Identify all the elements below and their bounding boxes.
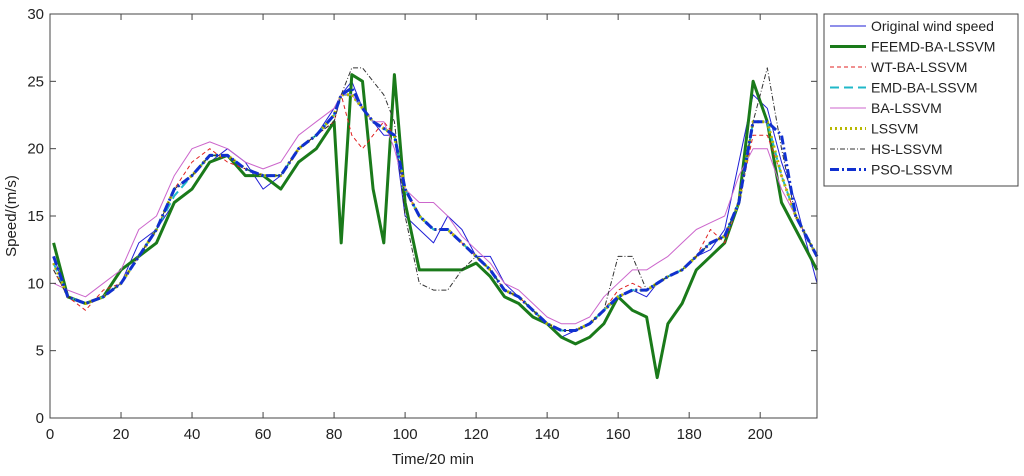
x-tick-label: 160 [606, 426, 631, 443]
legend-label: HS-LSSVM [871, 141, 943, 157]
x-tick-label: 60 [255, 426, 272, 443]
plot-background [50, 14, 817, 418]
x-tick-label: 40 [184, 426, 201, 443]
x-tick-label: 100 [393, 426, 418, 443]
y-tick-label: 15 [27, 208, 44, 225]
y-tick-label: 30 [27, 6, 44, 23]
series-layer [52, 67, 819, 380]
legend-label: WT-BA-LSSVM [871, 59, 967, 75]
y-tick-label: 0 [36, 410, 44, 427]
y-tick-label: 5 [36, 343, 44, 360]
legend-label: PSO-LSSVM [871, 162, 953, 178]
legend-label: EMD-BA-LSSVM [871, 80, 978, 96]
x-axis-ticks: 0 20 40 60 80 100 120 140 160 180 200 [46, 14, 773, 443]
legend-items: Original wind speed FEEMD-BA-LSSVM WT-BA-L… [830, 18, 995, 178]
x-tick-label: 120 [464, 426, 489, 443]
series-line-ba-lssvm [53, 94, 818, 325]
x-tick-label: 180 [677, 426, 702, 443]
legend-label: BA-LSSVM [871, 100, 942, 116]
legend: Original wind speed FEEMD-BA-LSSVM WT-BA-L… [823, 13, 1019, 187]
series-line-feemd-ba-lssvm [52, 73, 819, 380]
x-tick-label: 20 [113, 426, 130, 443]
legend-label: Original wind speed [871, 18, 994, 34]
x-axis-label: Time/20 min [392, 451, 474, 468]
y-tick-label: 20 [27, 141, 44, 158]
x-tick-label: 140 [535, 426, 560, 443]
legend-box [823, 13, 1019, 187]
y-axis-label: Speed/(m/s) [3, 175, 20, 257]
x-tick-label: 200 [748, 426, 773, 443]
y-axis-ticks: 0 5 10 15 20 25 30 [27, 6, 817, 427]
x-tick-label: 80 [326, 426, 343, 443]
x-tick-label: 0 [46, 426, 54, 443]
y-tick-label: 25 [27, 73, 44, 90]
legend-label: LSSVM [871, 121, 918, 137]
y-tick-label: 10 [27, 275, 44, 292]
legend-label: FEEMD-BA-LSSVM [871, 39, 995, 55]
series-line-pso-lssvm [52, 86, 819, 332]
